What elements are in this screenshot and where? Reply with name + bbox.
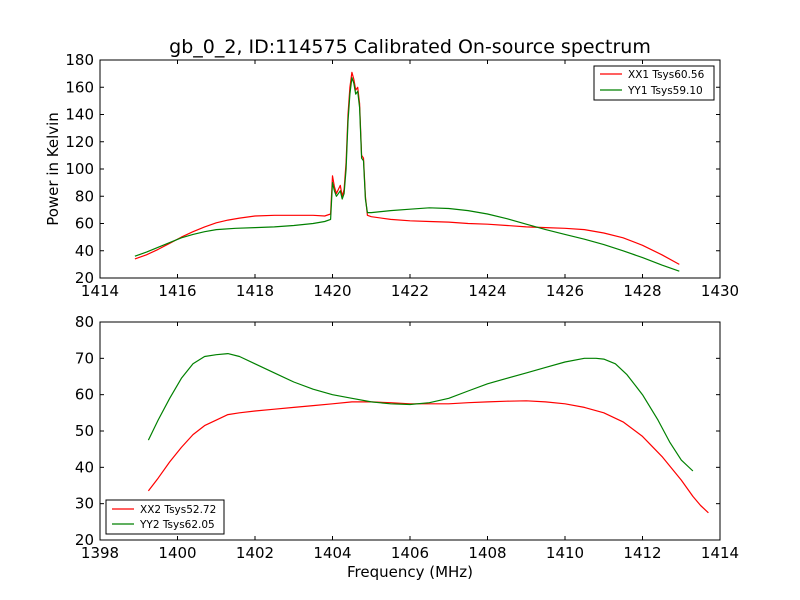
top-spectrum-panel: 1414 1416 1418 1420 1422 1424 1426 1428 1430 20 40… [44, 51, 739, 300]
bottom-legend-label-yy2: YY2 Tsys62.05 [139, 519, 215, 531]
bottom-spectrum-panel: 1398 1400 1402 1404 1406 1408 1410 1412 1414 20 30… [75, 313, 739, 581]
top-x-tick-label: 1426 [546, 282, 584, 300]
bottom-series-line-xx [147, 400, 709, 514]
bottom-y-tick-label: 70 [75, 349, 94, 367]
top-y-tick-label: 100 [65, 160, 94, 178]
bottom-y-tick-label: 50 [75, 422, 94, 440]
top-x-tick-label: 1416 [158, 282, 196, 300]
top-x-tick-label: 1414 [81, 282, 119, 300]
bottom-legend-label-xx2: XX2 Tsys52.72 [140, 504, 216, 516]
top-x-tick-label: 1430 [701, 282, 739, 300]
bottom-x-tick-label: 1398 [81, 544, 119, 562]
top-y-tick-label: 180 [65, 51, 94, 69]
bottom-x-tick-label: 1410 [546, 544, 584, 562]
top-x-tick-label: 1424 [468, 282, 506, 300]
top-axis-ticks: 1414 1416 1418 1420 1422 1424 1426 1428 1430 20 40… [65, 51, 739, 300]
bottom-y-tick-label: 60 [75, 386, 94, 404]
top-legend-label-yy1: YY1 Tsys59.10 [627, 85, 703, 97]
bottom-legend-box [105, 499, 225, 535]
figure-title: gb_0_2, ID:114575 Calibrated On-source s… [169, 36, 651, 58]
top-y-tick-label: 20 [75, 269, 94, 287]
top-y-tick-label: 80 [75, 187, 94, 205]
bottom-axis-ticks: 1398 1400 1402 1404 1406 1408 1410 1412 1414 20 30… [75, 313, 739, 562]
top-legend-label-xx1: XX1 Tsys60.56 [628, 69, 705, 81]
top-y-axis-label: Power in Kelvin [44, 112, 62, 226]
top-x-tick-label: 1422 [391, 282, 429, 300]
top-y-tick-label: 60 [75, 215, 94, 233]
top-series-line-yy [134, 77, 680, 272]
top-x-tick-label: 1428 [623, 282, 661, 300]
top-legend-box [593, 65, 715, 101]
bottom-x-tick-label: 1400 [158, 544, 196, 562]
bottom-x-tick-label: 1412 [623, 544, 661, 562]
top-y-tick-label: 160 [65, 78, 94, 96]
bottom-series-lines [147, 353, 709, 514]
bottom-y-tick-label: 80 [75, 313, 94, 331]
bottom-y-tick-label: 30 [75, 495, 94, 513]
bottom-legend: XX2 Tsys52.72 YY2 Tsys62.05 [105, 499, 225, 535]
bottom-x-tick-label: 1402 [236, 544, 274, 562]
bottom-x-tick-label: 1406 [391, 544, 429, 562]
bottom-x-tick-label: 1414 [701, 544, 739, 562]
bottom-x-tick-label: 1408 [468, 544, 506, 562]
bottom-x-axis-label: Frequency (MHz) [347, 563, 473, 581]
top-series-lines [134, 71, 680, 272]
bottom-y-tick-label: 40 [75, 458, 94, 476]
top-y-tick-label: 40 [75, 242, 94, 260]
top-series-line-xx [134, 71, 680, 265]
top-x-tick-label: 1418 [236, 282, 274, 300]
bottom-y-tick-label: 20 [75, 531, 94, 549]
bottom-series-line-yy [147, 353, 694, 472]
top-y-tick-label: 140 [65, 106, 94, 124]
top-x-tick-label: 1420 [313, 282, 351, 300]
top-legend: XX1 Tsys60.56 YY1 Tsys59.10 [593, 65, 715, 101]
top-y-tick-label: 120 [65, 133, 94, 151]
bottom-x-tick-label: 1404 [313, 544, 351, 562]
